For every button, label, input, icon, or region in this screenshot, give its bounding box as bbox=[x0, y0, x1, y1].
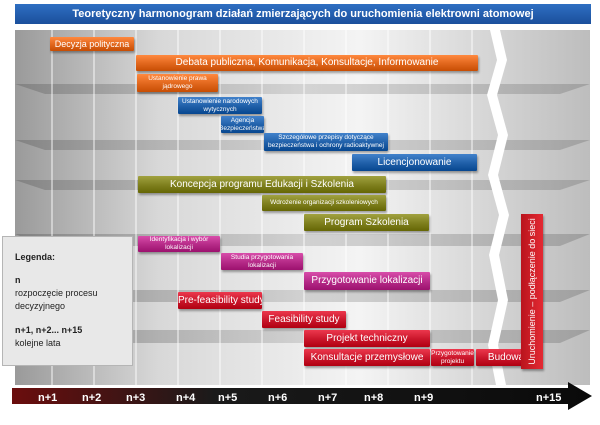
axis-label-n15: n+15 bbox=[536, 392, 562, 404]
bar-wdrozenie: Wdrożenie organizacji szkoleniowych bbox=[262, 195, 386, 211]
timeline-axis bbox=[12, 382, 592, 410]
bar-decyzja: Decyzja polityczna bbox=[50, 37, 134, 51]
axis-label-n6: n+6 bbox=[268, 392, 288, 404]
axis-label-n4: n+4 bbox=[176, 392, 196, 404]
bar-debata: Debata publiczna, Komunikacja, Konsultac… bbox=[136, 55, 478, 71]
axis-label-n9: n+9 bbox=[414, 392, 434, 404]
bar-konsultacje: Konsultacje przemysłowe bbox=[304, 349, 430, 366]
timeline-break bbox=[487, 30, 509, 385]
bar-studia: Studia przygotowania lokalizacji bbox=[221, 253, 303, 270]
axis-label-n8: n+8 bbox=[364, 392, 384, 404]
diagram-title: Teoretyczny harmonogram działań zmierzaj… bbox=[15, 4, 591, 24]
bar-przepisy: Szczegółowe przepisy dotyczące bezpiecze… bbox=[264, 133, 388, 151]
legend: Legenda: n rozpoczęcie procesu decyzyjne… bbox=[2, 236, 133, 366]
perspective-band bbox=[15, 84, 590, 94]
axis-label-n2: n+2 bbox=[82, 392, 102, 404]
bar-projekt: Projekt techniczny bbox=[304, 330, 430, 347]
bar-przyg-proj: Przygotowanie projektu bbox=[431, 349, 474, 366]
axis-label-n7: n+7 bbox=[318, 392, 338, 404]
legend-n-desc-1: rozpoczęcie procesu bbox=[15, 288, 98, 298]
bar-przyg-lok: Przygotowanie lokalizacji bbox=[304, 272, 430, 290]
axis-label-n1: n+1 bbox=[38, 392, 58, 404]
legend-years-symbol: n+1, n+2... n+15 bbox=[15, 325, 83, 335]
bar-prawo: Ustanowienie prawa jądrowego bbox=[137, 74, 218, 92]
bar-licencjonowanie: Licencjonowanie bbox=[352, 154, 477, 171]
legend-n-desc-2: decyzyjnego bbox=[15, 301, 66, 311]
bar-wytyczne: Ustanowienie narodowych wytycznych bbox=[178, 97, 262, 114]
bar-identyfikacja: Identyfikacja i wybór lokalizacji bbox=[138, 236, 220, 252]
legend-n-symbol: n bbox=[15, 275, 21, 285]
axis-label-n5: n+5 bbox=[218, 392, 238, 404]
bar-uruchomienie-label: Uruchomienie – podłączenie do sieci bbox=[527, 218, 537, 365]
bar-koncepcja: Koncepcja programu Edukacji i Szkolenia bbox=[138, 176, 386, 193]
axis-label-n3: n+3 bbox=[126, 392, 146, 404]
perspective-band bbox=[15, 330, 590, 343]
bar-agencja: Agencja Bezpieczeństwa bbox=[221, 116, 264, 133]
perspective-band bbox=[15, 290, 590, 302]
legend-years-desc: kolejne lata bbox=[15, 338, 61, 348]
bar-uruchomienie: Uruchomienie – podłączenie do sieci bbox=[521, 214, 543, 369]
bar-program: Program Szkolenia bbox=[304, 214, 429, 231]
legend-heading: Legenda: bbox=[15, 252, 56, 262]
bar-prefeas: Pre-feasibility study bbox=[178, 292, 262, 309]
bar-feas: Feasibility study bbox=[262, 311, 346, 328]
